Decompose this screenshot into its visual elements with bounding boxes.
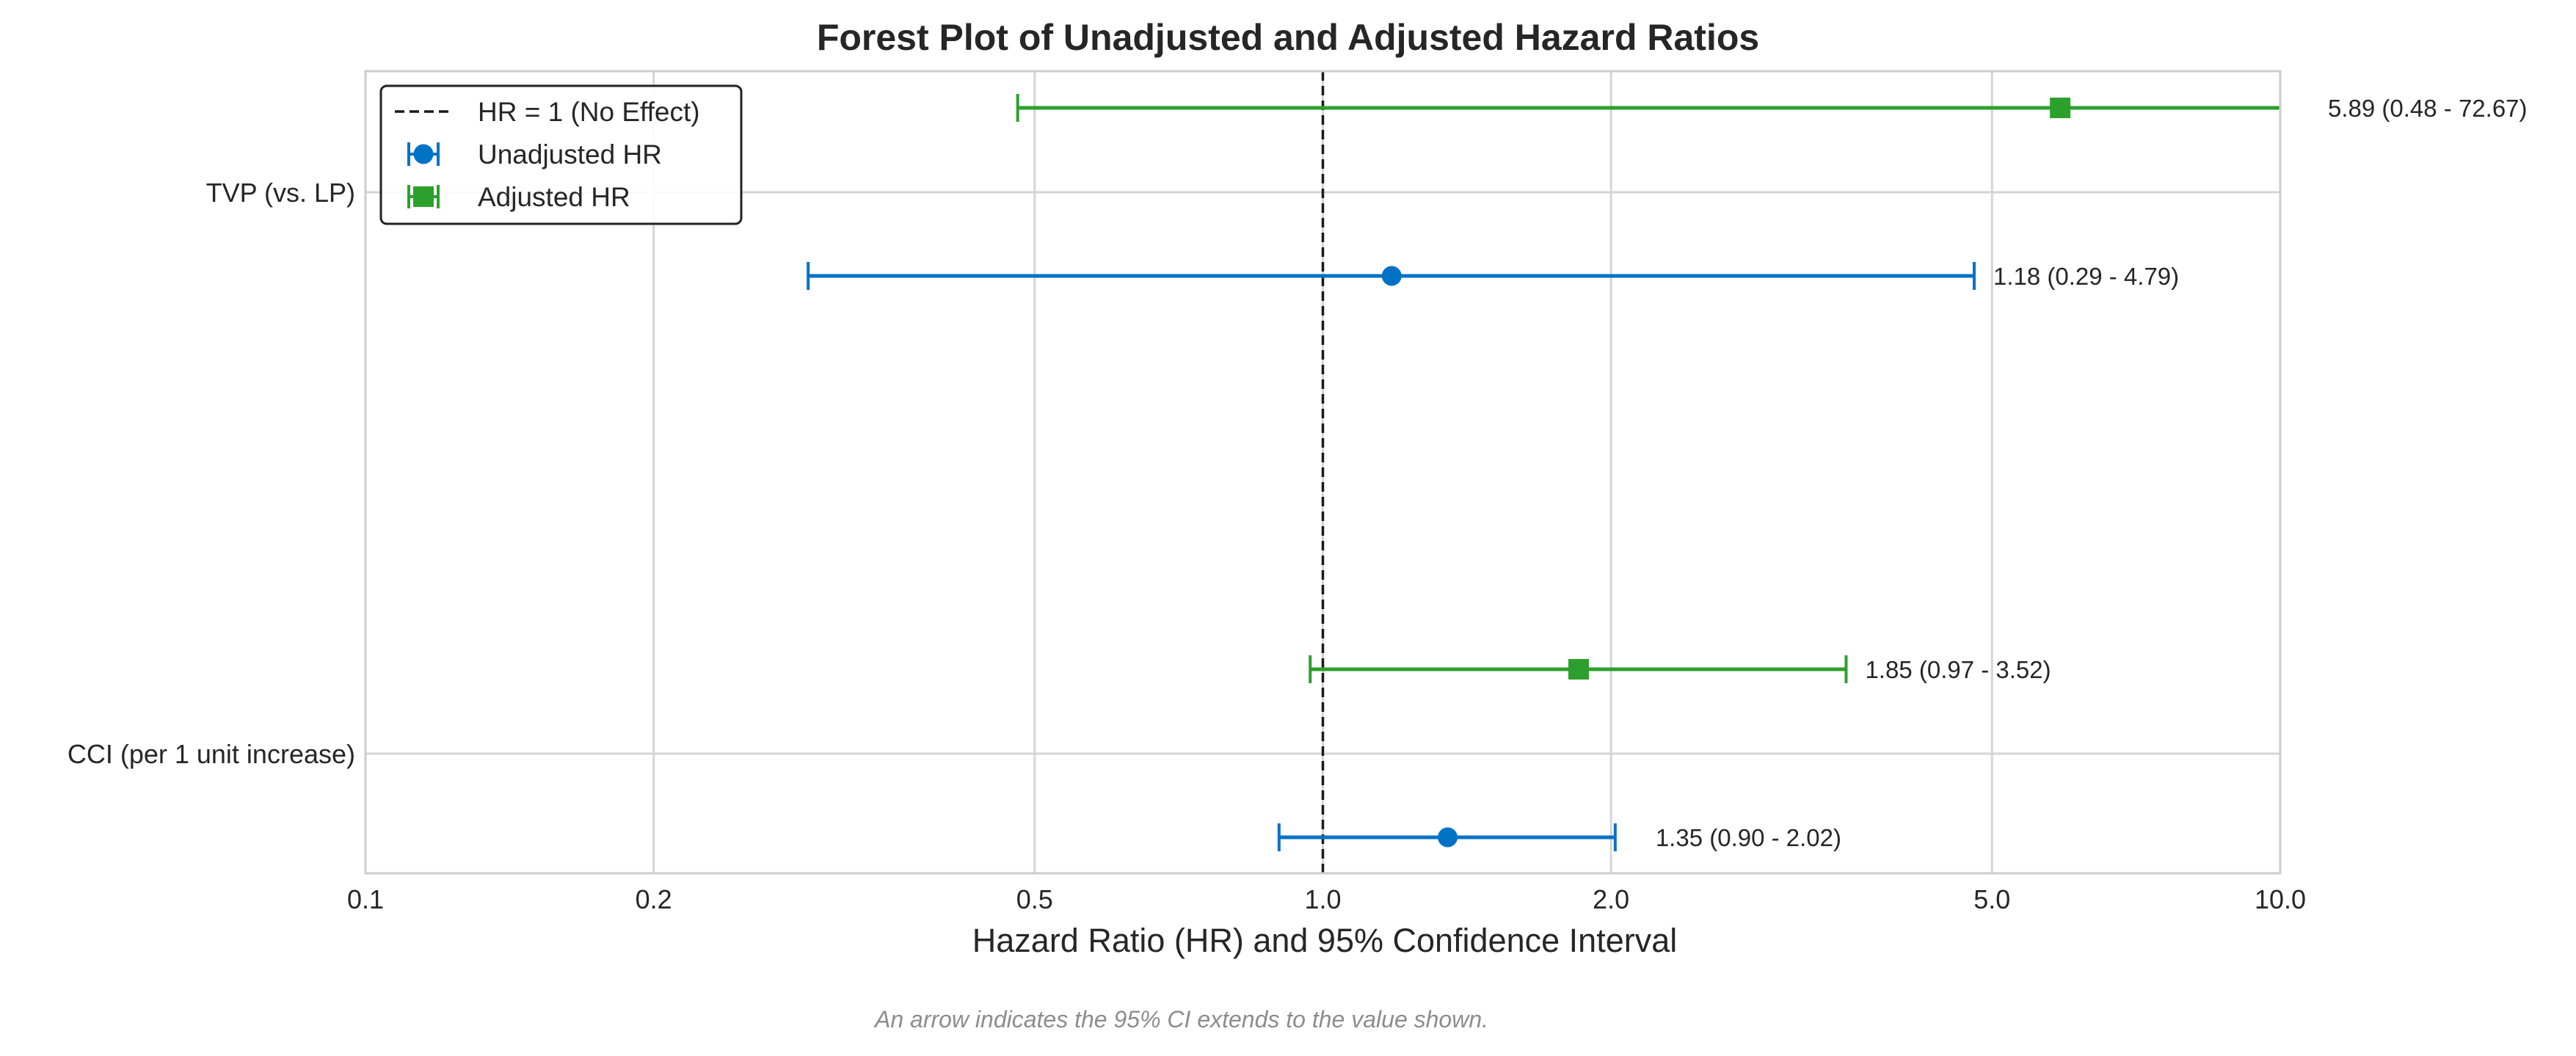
legend-box [379,84,743,225]
y-axis-labels: TVP (vs. LP) CCI (per 1 unit increase) [68,178,355,769]
legend-marker-circle [413,144,434,164]
hr-value-label: 5.89 (0.48 - 72.67) [2328,95,2528,122]
x-tick-label: 10.0 [2255,884,2306,914]
legend-marker-square [413,186,434,207]
hr-value-label: 1.18 (0.29 - 4.79) [1993,263,2179,290]
legend-entry-series: Adjusted HR [407,182,630,212]
hr-marker-circle [1438,827,1458,848]
y-category-label: CCI (per 1 unit increase) [68,739,355,769]
chart-title: Forest Plot of Unadjusted and Adjusted H… [817,17,1759,58]
hr-value-label: 1.85 (0.97 - 3.52) [1865,656,2051,683]
x-axis-ticks: 0.1 0.2 0.5 1.0 2.0 5.0 10.0 [347,884,2306,914]
x-tick-label: 2.0 [1593,884,1629,914]
legend-label: Unadjusted HR [478,139,662,170]
data-point [807,262,1976,290]
legend-entry-reference: HR = 1 (No Effect) [395,97,700,127]
point-labels: 1.18 (0.29 - 4.79) 1.35 (0.90 - 2.02) 5.89… [1656,95,2528,851]
hr-value-label: 1.35 (0.90 - 2.02) [1656,824,1841,851]
series-group [807,94,2280,851]
x-axis-label: Hazard Ratio (HR) and 95% Confidence Int… [972,922,1677,959]
hr-marker-square [2050,98,2071,118]
x-tick-label: 5.0 [1973,884,2010,914]
data-point [1309,655,1848,683]
hr-marker-circle [1381,266,1402,286]
x-tick-label: 1.0 [1304,884,1341,914]
hr-marker-square [1568,659,1590,680]
y-category-label: TVP (vs. LP) [206,178,355,208]
x-tick-label: 0.2 [636,884,672,914]
data-point [1016,94,2280,122]
plot-frame [364,70,2282,875]
data-point [1277,823,1617,851]
footnote: An arrow indicates the 95% CI extends to… [873,1006,1488,1033]
x-tick-label: 0.5 [1016,884,1053,914]
legend-entry-series: Unadjusted HR [407,139,662,170]
legend-label: HR = 1 (No Effect) [478,97,700,127]
legend-label: Adjusted HR [478,182,630,212]
x-tick-label: 0.1 [347,884,384,914]
legend: HR = 1 (No Effect) Unadjusted HR Adjusted … [379,84,743,225]
